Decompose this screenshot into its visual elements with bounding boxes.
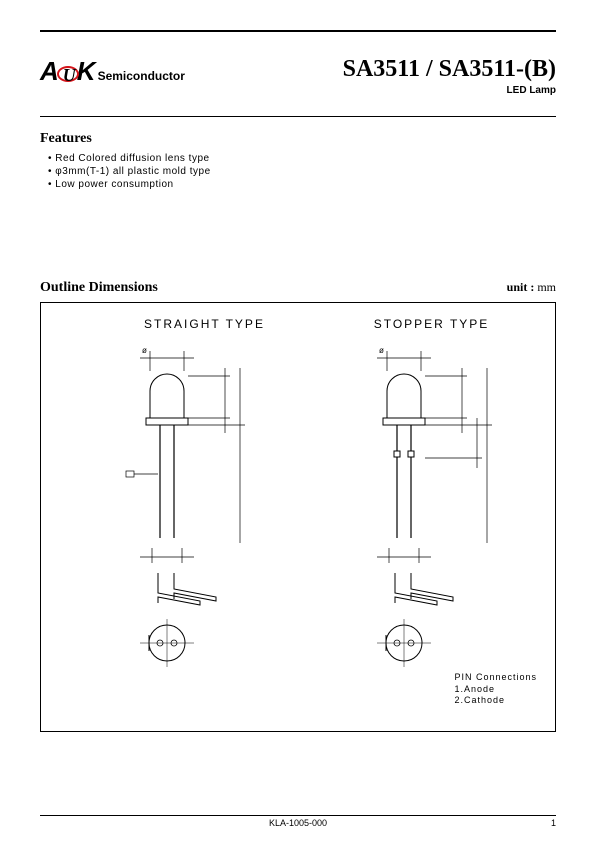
unit-value: mm bbox=[537, 280, 556, 294]
header-row: A U K Semiconductor SA3511 / SA3511-(B) … bbox=[40, 56, 556, 96]
led-straight-drawing: ø bbox=[80, 343, 280, 683]
features-heading: Features bbox=[40, 131, 556, 147]
logo: A U K Semiconductor bbox=[40, 56, 185, 87]
title-block: SA3511 / SA3511-(B) LED Lamp bbox=[343, 56, 556, 96]
type-label-straight: STRAIGHT TYPE bbox=[91, 317, 318, 331]
outline-heading-row: Outline Dimensions unit : mm bbox=[40, 280, 556, 296]
footer: KLA-1005-000 1 bbox=[40, 815, 556, 828]
outline-heading: Outline Dimensions bbox=[40, 280, 158, 296]
type-label-stopper: STOPPER TYPE bbox=[318, 317, 545, 331]
svg-text:ø: ø bbox=[379, 346, 384, 355]
part-title: SA3511 / SA3511-(B) bbox=[343, 56, 556, 83]
logo-letter-a: A bbox=[40, 56, 59, 87]
pin-connection-item: 1.Anode bbox=[454, 684, 537, 696]
pin-connections-title: PIN Connections bbox=[454, 672, 537, 684]
logo-letter-k: K bbox=[77, 56, 96, 87]
logo-ellipse-icon: U bbox=[57, 66, 79, 82]
doc-number: KLA-1005-000 bbox=[269, 818, 327, 828]
led-stopper-drawing: ø bbox=[317, 343, 517, 683]
unit-label: unit : mm bbox=[507, 280, 556, 295]
feature-item: φ3mm(T-1) all plastic mold type bbox=[48, 166, 556, 177]
top-rule bbox=[40, 30, 556, 32]
diagram-titles: STRAIGHT TYPE STOPPER TYPE bbox=[51, 317, 545, 331]
feature-item: Red Colored diffusion lens type bbox=[48, 153, 556, 164]
features-list: Red Colored diffusion lens type φ3mm(T-1… bbox=[40, 153, 556, 190]
header-rule bbox=[40, 116, 556, 117]
pin-connections: PIN Connections 1.Anode 2.Cathode bbox=[454, 672, 537, 707]
subtitle: LED Lamp bbox=[343, 85, 556, 96]
drawings-row: ø bbox=[41, 343, 555, 683]
unit-prefix: unit : bbox=[507, 280, 538, 294]
led-straight-svg: ø bbox=[80, 343, 280, 683]
svg-text:ø: ø bbox=[142, 346, 147, 355]
page-number: 1 bbox=[551, 818, 556, 828]
pin-connection-item: 2.Cathode bbox=[454, 695, 537, 707]
diagram-box: STRAIGHT TYPE STOPPER TYPE ø bbox=[40, 302, 556, 732]
led-stopper-svg: ø bbox=[317, 343, 517, 683]
logo-word: Semiconductor bbox=[98, 69, 185, 83]
logo-letter-u: U bbox=[63, 65, 76, 86]
feature-item: Low power consumption bbox=[48, 179, 556, 190]
